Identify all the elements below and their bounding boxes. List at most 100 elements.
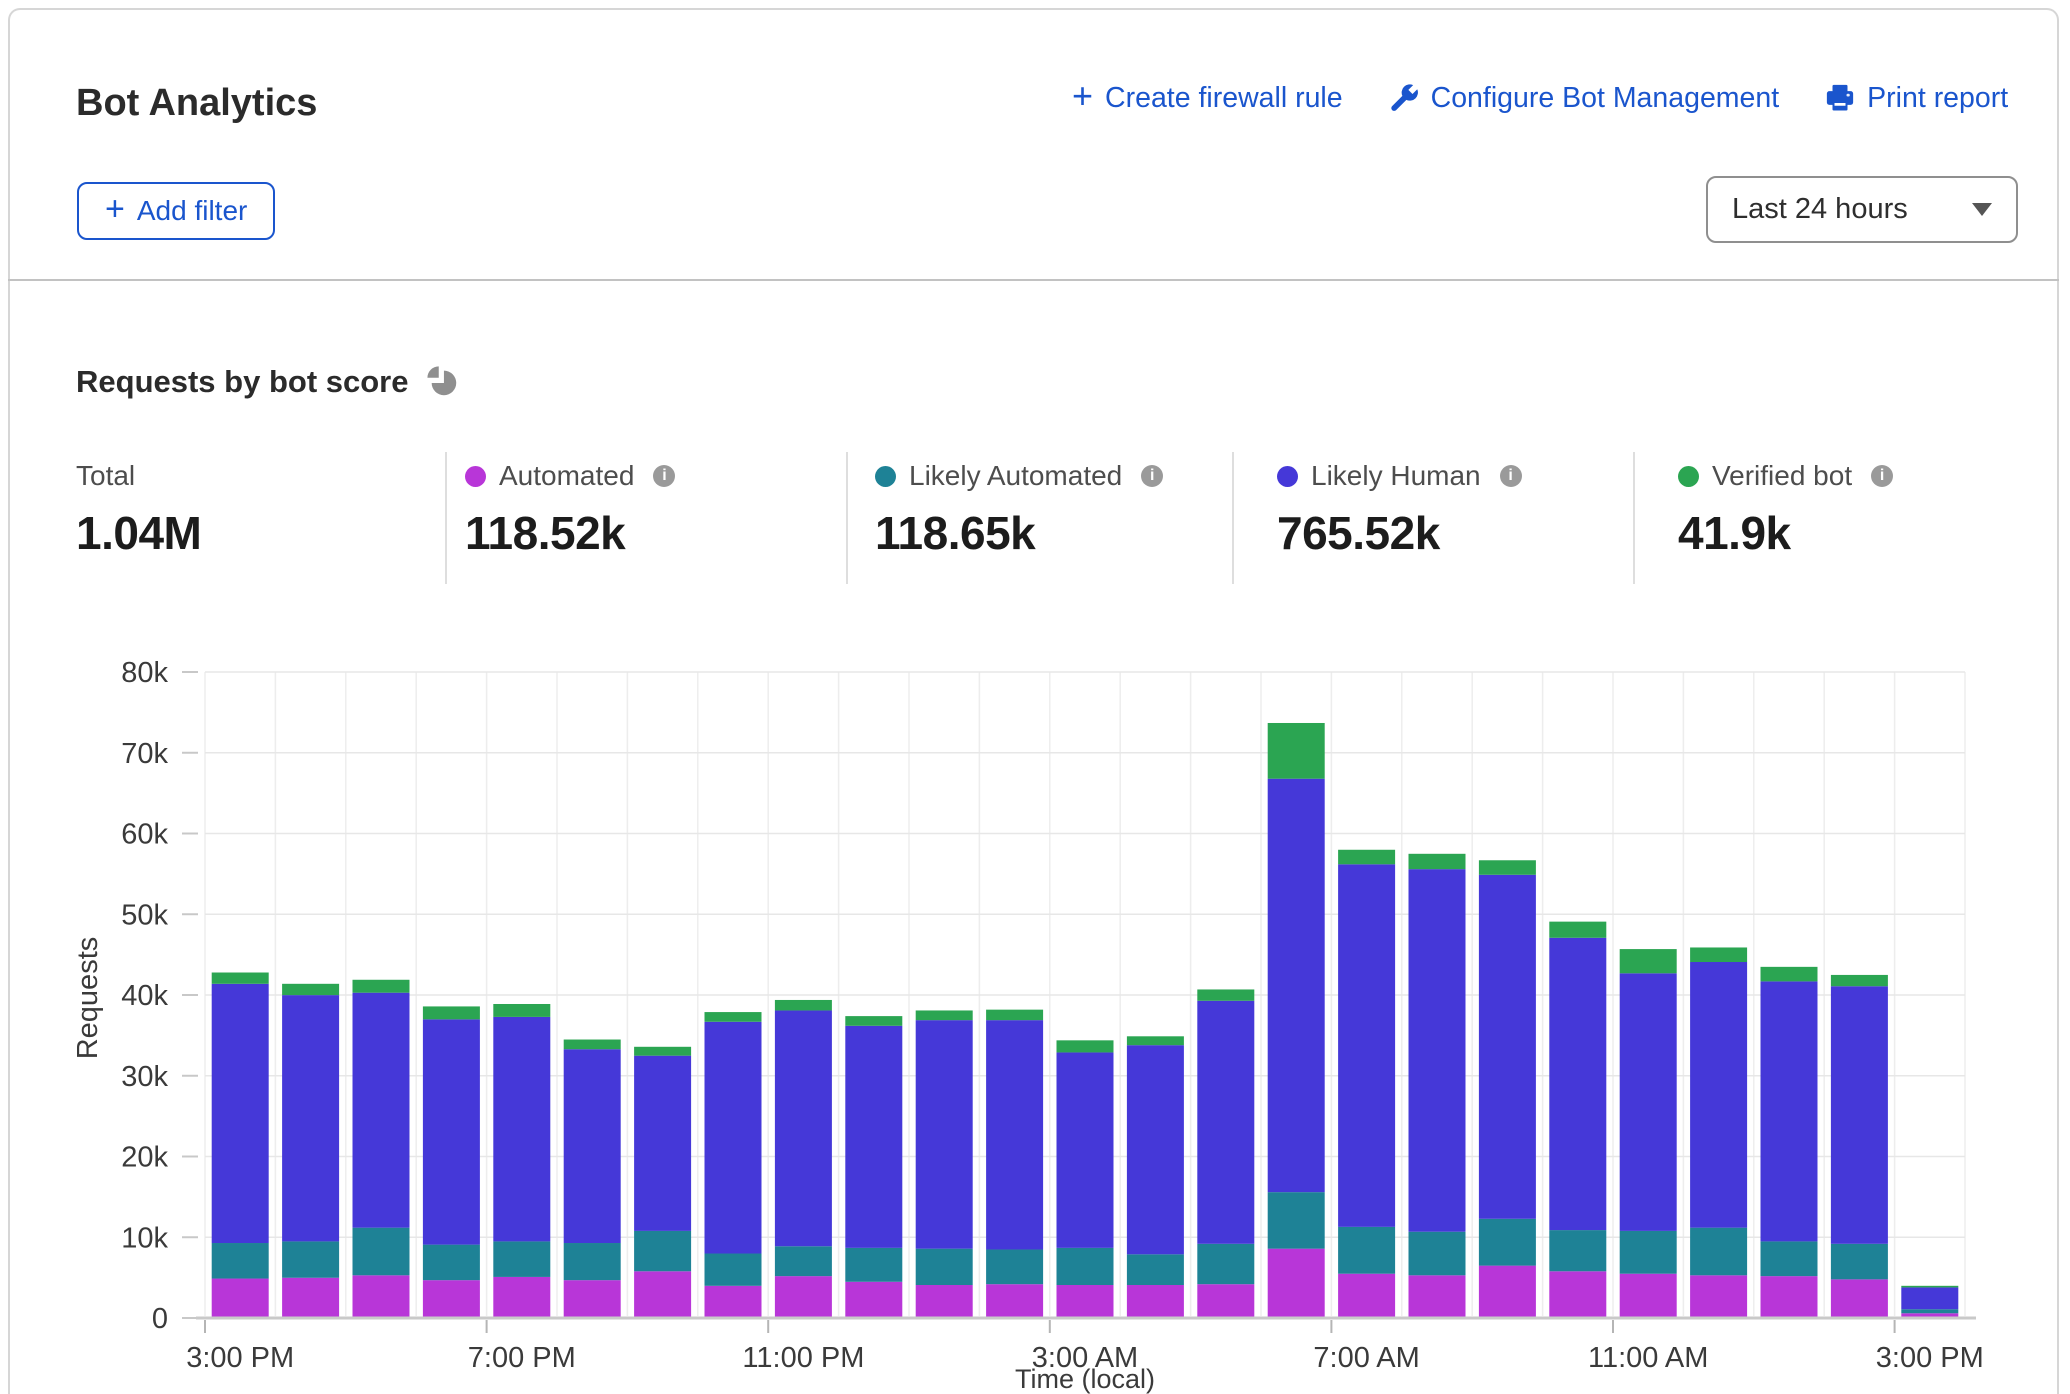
bar-segment-likely-human[interactable] (1268, 779, 1325, 1192)
bar-segment-likely-human[interactable] (1338, 864, 1395, 1227)
bar-segment-automated[interactable] (282, 1278, 339, 1317)
bar-segment-automated[interactable] (1761, 1276, 1818, 1316)
bar-segment-likely-automated[interactable] (1197, 1244, 1254, 1284)
bar-segment-likely-human[interactable] (705, 1022, 762, 1254)
info-icon[interactable]: i (1871, 465, 1893, 487)
bar-segment-likely-human[interactable] (1620, 973, 1677, 1231)
bar-segment-likely-automated[interactable] (1549, 1230, 1606, 1271)
bar-segment-automated[interactable] (634, 1271, 691, 1316)
info-icon[interactable]: i (1500, 465, 1522, 487)
bar-segment-automated[interactable] (1127, 1285, 1184, 1316)
bar-segment-likely-human[interactable] (1831, 986, 1888, 1244)
bar-segment-automated[interactable] (775, 1276, 832, 1316)
bar-segment-automated[interactable] (564, 1280, 621, 1316)
bar-segment-likely-automated[interactable] (564, 1243, 621, 1280)
bar-segment-verified-bot[interactable] (1690, 947, 1747, 962)
bar-segment-likely-human[interactable] (1409, 869, 1466, 1232)
bar-segment-likely-automated[interactable] (1620, 1231, 1677, 1274)
bar-segment-verified-bot[interactable] (1831, 975, 1888, 986)
bar-segment-likely-human[interactable] (775, 1010, 832, 1246)
time-range-select[interactable]: Last 24 hours (1706, 176, 2018, 243)
bar-segment-verified-bot[interactable] (1338, 850, 1395, 865)
bar-segment-automated[interactable] (353, 1275, 410, 1316)
bar-segment-likely-human[interactable] (564, 1049, 621, 1243)
bar-segment-likely-automated[interactable] (1831, 1244, 1888, 1280)
bar-segment-likely-human[interactable] (353, 993, 410, 1228)
bar-segment-likely-automated[interactable] (1479, 1219, 1536, 1266)
bar-segment-likely-human[interactable] (1549, 938, 1606, 1230)
bar-segment-automated[interactable] (1690, 1275, 1747, 1316)
bar-segment-verified-bot[interactable] (986, 1010, 1043, 1020)
bar-segment-likely-automated[interactable] (775, 1246, 832, 1276)
bar-segment-likely-automated[interactable] (986, 1249, 1043, 1284)
bar-segment-likely-automated[interactable] (282, 1241, 339, 1277)
bar-segment-likely-human[interactable] (1127, 1045, 1184, 1254)
bar-segment-likely-human[interactable] (1479, 875, 1536, 1219)
bar-segment-likely-automated[interactable] (353, 1228, 410, 1276)
bar-segment-likely-automated[interactable] (705, 1254, 762, 1286)
bar-segment-likely-human[interactable] (845, 1026, 902, 1248)
bar-segment-automated[interactable] (845, 1282, 902, 1317)
info-icon[interactable]: i (1141, 465, 1163, 487)
bar-segment-likely-human[interactable] (1057, 1052, 1114, 1247)
bar-segment-likely-automated[interactable] (1127, 1254, 1184, 1285)
bar-segment-verified-bot[interactable] (775, 1000, 832, 1010)
bar-segment-verified-bot[interactable] (1901, 1286, 1958, 1288)
print-report-link[interactable]: Print report (1825, 82, 2008, 115)
bar-segment-verified-bot[interactable] (1268, 723, 1325, 779)
bar-segment-likely-automated[interactable] (1057, 1248, 1114, 1285)
bar-segment-verified-bot[interactable] (212, 973, 269, 984)
bar-segment-automated[interactable] (1901, 1313, 1958, 1316)
bar-segment-likely-automated[interactable] (493, 1241, 550, 1277)
bar-segment-automated[interactable] (1831, 1279, 1888, 1316)
bar-segment-automated[interactable] (1057, 1285, 1114, 1316)
bar-segment-verified-bot[interactable] (1761, 967, 1818, 982)
bar-segment-verified-bot[interactable] (1620, 949, 1677, 973)
bar-segment-likely-automated[interactable] (1761, 1241, 1818, 1276)
bar-segment-likely-human[interactable] (1197, 1001, 1254, 1244)
bar-segment-automated[interactable] (916, 1285, 973, 1316)
bar-segment-likely-human[interactable] (1761, 981, 1818, 1241)
bar-segment-likely-human[interactable] (423, 1019, 480, 1244)
bar-segment-likely-human[interactable] (634, 1056, 691, 1231)
bar-segment-verified-bot[interactable] (1057, 1040, 1114, 1052)
bar-segment-verified-bot[interactable] (705, 1012, 762, 1022)
bar-segment-automated[interactable] (1268, 1249, 1325, 1317)
bar-segment-likely-automated[interactable] (1901, 1309, 1958, 1313)
bar-segment-verified-bot[interactable] (1549, 922, 1606, 938)
bar-segment-likely-automated[interactable] (423, 1245, 480, 1281)
bar-segment-likely-human[interactable] (493, 1017, 550, 1241)
bar-segment-verified-bot[interactable] (423, 1006, 480, 1019)
bar-segment-likely-human[interactable] (916, 1020, 973, 1249)
bar-segment-automated[interactable] (1338, 1274, 1395, 1317)
bar-segment-verified-bot[interactable] (634, 1047, 691, 1056)
bar-segment-likely-human[interactable] (282, 995, 339, 1241)
bar-segment-verified-bot[interactable] (1479, 860, 1536, 875)
bar-segment-verified-bot[interactable] (1409, 854, 1466, 869)
bar-segment-verified-bot[interactable] (1197, 989, 1254, 1000)
bar-segment-automated[interactable] (1479, 1266, 1536, 1317)
bar-segment-verified-bot[interactable] (916, 1010, 973, 1020)
add-filter-button[interactable]: + Add filter (77, 182, 275, 240)
bar-segment-automated[interactable] (986, 1284, 1043, 1316)
bar-segment-likely-automated[interactable] (1268, 1192, 1325, 1249)
bar-segment-verified-bot[interactable] (564, 1040, 621, 1050)
bar-segment-likely-automated[interactable] (1409, 1232, 1466, 1276)
bar-segment-likely-human[interactable] (986, 1020, 1043, 1249)
bar-segment-verified-bot[interactable] (493, 1004, 550, 1017)
bar-segment-automated[interactable] (705, 1286, 762, 1317)
bar-segment-verified-bot[interactable] (1127, 1036, 1184, 1045)
bar-segment-likely-automated[interactable] (634, 1231, 691, 1271)
bar-segment-likely-automated[interactable] (1690, 1228, 1747, 1276)
bar-segment-automated[interactable] (423, 1280, 480, 1316)
bar-segment-likely-automated[interactable] (845, 1248, 902, 1282)
bar-segment-likely-human[interactable] (212, 984, 269, 1243)
bar-segment-verified-bot[interactable] (845, 1016, 902, 1026)
info-icon[interactable]: i (653, 465, 675, 487)
configure-bot-management-link[interactable]: Configure Bot Management (1389, 82, 1780, 115)
create-firewall-rule-link[interactable]: + Create firewall rule (1072, 80, 1343, 116)
bar-segment-likely-automated[interactable] (916, 1249, 973, 1285)
bar-segment-automated[interactable] (493, 1277, 550, 1317)
bar-segment-likely-human[interactable] (1690, 962, 1747, 1228)
bar-segment-automated[interactable] (1620, 1274, 1677, 1317)
